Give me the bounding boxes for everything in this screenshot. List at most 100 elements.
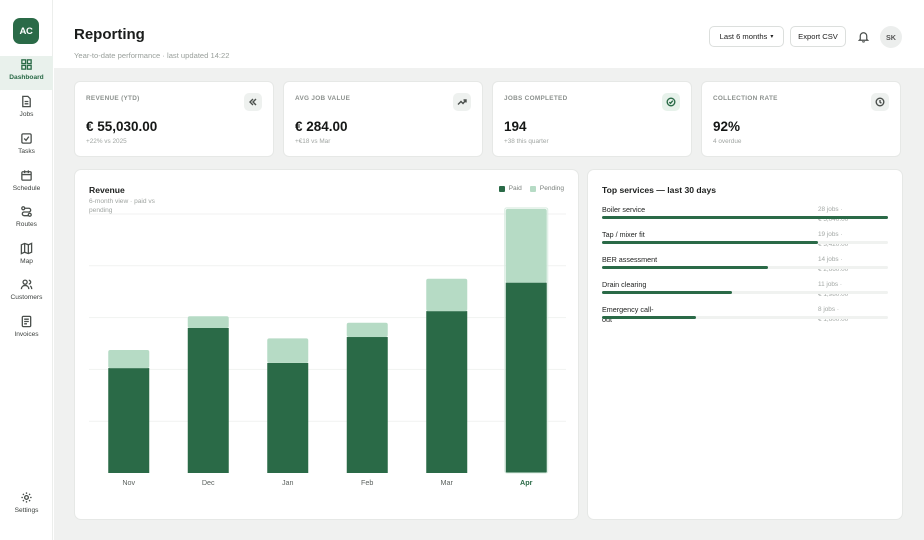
bar-highlight-outline	[504, 207, 549, 474]
legend-label: Paid	[508, 185, 522, 192]
app-logo[interactable]: AC	[13, 18, 39, 44]
kpi-card-avg-job: AVG JOB VALUE € 284.00 +€18 vs Mar	[283, 81, 483, 157]
sidebar: AC Dashboard Jobs Tasks Schedule Routes …	[0, 0, 53, 540]
service-row[interactable]: Boiler service 28 jobs · € 5,040.00	[602, 205, 888, 229]
sidebar-item-label: Routes	[16, 221, 37, 228]
x-tick-label: Jan	[282, 478, 294, 487]
revenue-bar-chart: Nov Dec Jan Feb Mar Apr	[89, 207, 566, 487]
kpi-icon-badge	[871, 93, 889, 111]
kpi-card-revenue: REVENUE (YTD) € 55,030.00 +22% vs 2025	[74, 81, 274, 157]
sidebar-item-label: Settings	[14, 507, 39, 514]
bar-paid-mar[interactable]	[426, 311, 468, 473]
kpi-card-collection-rate: COLLECTION RATE 92% 4 overdue	[701, 81, 901, 157]
page-subtitle: Year-to-date performance · last updated …	[74, 51, 230, 60]
bell-icon	[857, 32, 870, 43]
calendar-icon	[21, 170, 32, 181]
service-bar-fill	[602, 216, 888, 219]
users-icon	[20, 279, 33, 290]
invoice-icon	[21, 315, 32, 328]
bar-paid-jan[interactable]	[267, 362, 309, 473]
service-row[interactable]: Tap / mixer fit 19 jobs · € 3,420.00	[602, 230, 888, 254]
service-name: Tap / mixer fit	[602, 230, 645, 239]
legend-swatch	[498, 185, 505, 192]
bar-paid-apr[interactable]	[505, 282, 547, 473]
sidebar-item-label: Tasks	[18, 148, 35, 155]
kpi-delta: +22% vs 2025	[86, 138, 127, 145]
sidebar-item-map[interactable]: Map	[0, 240, 53, 274]
top-services-card: Top services — last 30 days Boiler servi…	[587, 169, 903, 520]
legend-item-paid[interactable]: Paid	[498, 185, 522, 192]
legend-item-pending[interactable]: Pending	[529, 185, 564, 192]
sidebar-item-label: Customers	[10, 294, 43, 301]
bar-pending-dec[interactable]	[187, 316, 229, 328]
sidebar-item-customers[interactable]: Customers	[0, 276, 53, 310]
bar-pending-nov[interactable]	[108, 349, 150, 369]
kpi-label: JOBS COMPLETED	[504, 95, 568, 102]
service-bar-track	[602, 216, 888, 219]
kpi-value: 92%	[713, 119, 741, 134]
bar-paid-nov[interactable]	[108, 368, 150, 473]
service-bar-fill	[602, 316, 697, 319]
service-bar-fill	[602, 266, 768, 269]
kpi-card-jobs-completed: JOBS COMPLETED 194 +38 this quarter	[492, 81, 692, 157]
bar-paid-feb[interactable]	[346, 337, 388, 473]
kpi-delta: +38 this quarter	[504, 138, 549, 145]
service-row[interactable]: Emergency call-out 8 jobs · € 1,600.00	[602, 305, 888, 329]
service-row[interactable]: BER assessment 14 jobs · € 2,660.00	[602, 255, 888, 279]
kpi-icon-badge	[453, 93, 471, 111]
kpi-delta: +€18 vs Mar	[295, 138, 331, 145]
bar-paid-dec[interactable]	[187, 327, 229, 473]
service-meta: 8 jobs · € 1,600.00	[818, 305, 874, 325]
x-tick-label: Mar	[441, 478, 454, 487]
kpi-label: AVG JOB VALUE	[295, 95, 351, 102]
sidebar-item-label: Dashboard	[9, 74, 44, 81]
export-csv-label: Export CSV	[798, 32, 838, 41]
service-jobs: 14 jobs ·	[818, 256, 843, 263]
service-jobs: 11 jobs ·	[818, 281, 843, 288]
service-row[interactable]: Drain clearing 11 jobs · € 1,980.00	[602, 280, 888, 304]
export-csv-button[interactable]: Export CSV	[790, 26, 846, 47]
document-icon	[22, 95, 31, 108]
main-content: Reporting Year-to-date performance · las…	[54, 0, 924, 540]
service-bar-track	[602, 266, 888, 269]
bar-pending-apr[interactable]	[505, 208, 547, 283]
bar-pending-feb[interactable]	[346, 322, 388, 338]
legend-label: Pending	[539, 185, 564, 192]
service-amount: € 2,660.00	[818, 266, 849, 273]
sidebar-item-label: Map	[20, 258, 33, 265]
sidebar-item-label: Schedule	[12, 185, 41, 192]
x-tick-label: Apr	[520, 478, 533, 487]
service-meta: 14 jobs · € 2,660.00	[818, 255, 874, 275]
kpi-icon-badge	[244, 93, 262, 111]
notifications-button[interactable]	[857, 30, 870, 43]
route-icon	[21, 206, 32, 217]
chart-subtitle: 6-month view · paid vs pending	[89, 198, 155, 214]
chevrons-left-icon	[249, 98, 257, 106]
map-icon	[20, 242, 33, 255]
sidebar-item-settings[interactable]: Settings	[0, 489, 53, 523]
kpi-value: € 284.00	[295, 119, 348, 134]
service-jobs: 19 jobs ·	[818, 231, 843, 238]
page-title: Reporting	[74, 26, 145, 43]
service-meta: 11 jobs · € 1,980.00	[818, 280, 874, 300]
sidebar-item-schedule[interactable]: Schedule	[0, 167, 53, 201]
x-tick-label: Feb	[361, 478, 373, 487]
legend-swatch	[529, 185, 536, 192]
bar-pending-mar[interactable]	[426, 278, 468, 312]
avatar[interactable]: SK	[880, 26, 902, 48]
service-bar-track	[602, 316, 888, 319]
bar-pending-jan[interactable]	[267, 338, 309, 363]
sidebar-item-tasks[interactable]: Tasks	[0, 130, 53, 164]
service-bar-fill	[602, 291, 733, 294]
kpi-label: COLLECTION RATE	[713, 95, 778, 102]
service-amount: € 5,040.00	[818, 216, 849, 223]
date-range-select[interactable]: Last 6 months ▾	[709, 26, 784, 47]
sidebar-item-dashboard[interactable]: Dashboard	[0, 56, 53, 90]
sidebar-item-invoices[interactable]: Invoices	[0, 313, 53, 347]
sidebar-item-jobs[interactable]: Jobs	[0, 93, 53, 127]
service-amount: € 1,980.00	[818, 291, 849, 298]
dashboard-icon	[21, 59, 32, 70]
kpi-delta: 4 overdue	[713, 138, 742, 145]
service-bar-track	[602, 291, 888, 294]
sidebar-item-routes[interactable]: Routes	[0, 203, 53, 237]
